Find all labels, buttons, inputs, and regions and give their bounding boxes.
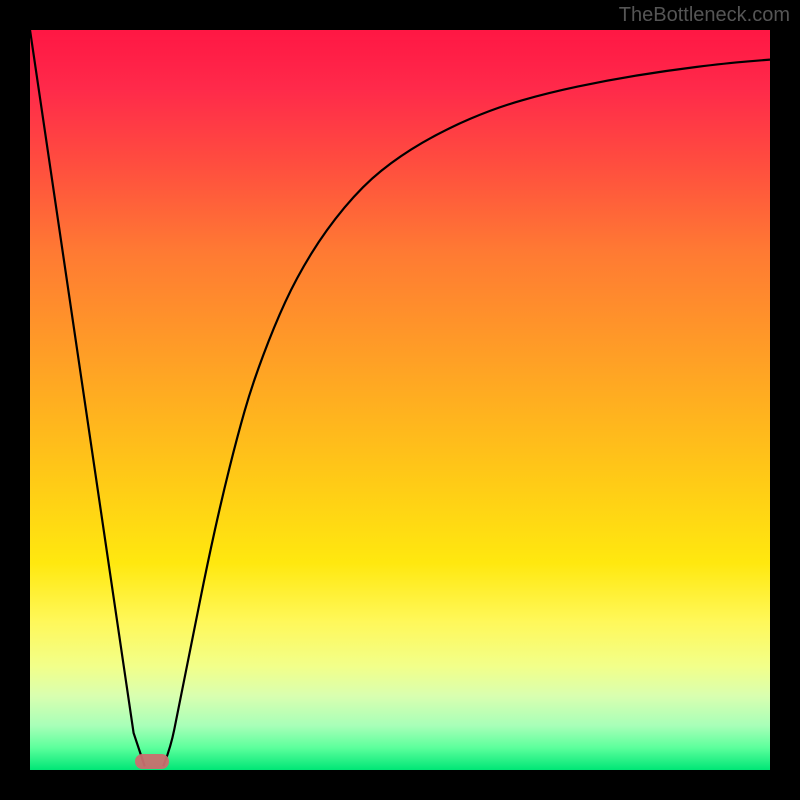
right-curve — [163, 60, 770, 767]
curve-layer — [30, 30, 770, 770]
plot-area — [30, 30, 770, 770]
left-line — [30, 30, 145, 766]
minimum-marker — [135, 754, 168, 769]
watermark-text: TheBottleneck.com — [619, 4, 790, 27]
chart-container: TheBottleneck.com — [0, 0, 800, 800]
